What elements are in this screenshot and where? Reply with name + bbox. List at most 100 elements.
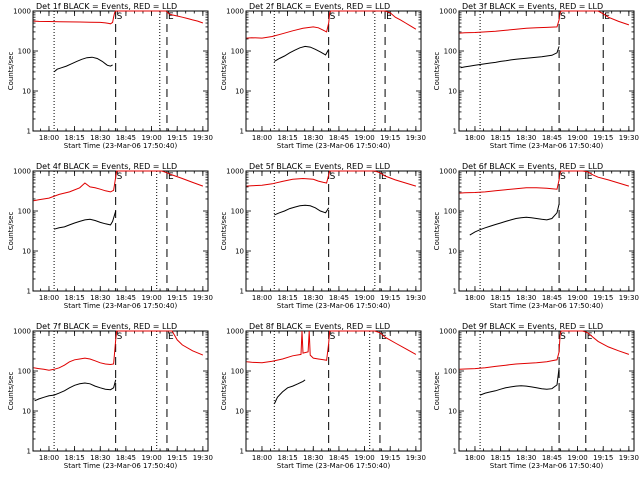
x-tick-label: 19:15 xyxy=(593,454,613,462)
x-tick-label: 18:30 xyxy=(516,294,536,302)
y-tick-label: 100 xyxy=(231,368,244,376)
y-tick-label: 100 xyxy=(444,208,457,216)
y-tick-label: 1 xyxy=(27,128,31,136)
x-axis-label: Start Time (23-Mar-06 17:50:40) xyxy=(277,142,391,150)
plot-frame xyxy=(32,10,209,132)
y-tick-label: 100 xyxy=(231,208,244,216)
x-tick-label: 19:00 xyxy=(354,134,374,142)
y-tick-label: 1000 xyxy=(226,168,244,176)
x-axis-label: Start Time (23-Mar-06 17:50:40) xyxy=(64,302,178,310)
x-tick-label: 19:15 xyxy=(380,294,400,302)
x-tick-label: 18:00 xyxy=(252,454,272,462)
y-tick-label: 1000 xyxy=(439,328,457,336)
y-tick-label: 10 xyxy=(235,408,244,416)
x-tick-label: 18:30 xyxy=(90,454,110,462)
plot-frame xyxy=(32,330,209,452)
events-series-line xyxy=(53,210,117,230)
lld-series-line xyxy=(459,10,630,34)
marker-flag-label: E xyxy=(587,332,593,342)
x-axis-label: Start Time (23-Mar-06 17:50:40) xyxy=(64,462,178,470)
marker-flag-label: S xyxy=(560,172,566,182)
y-tick-label: 10 xyxy=(448,408,457,416)
marker-flag-label: S xyxy=(330,172,336,182)
events-series-line xyxy=(469,203,560,236)
plot-frame xyxy=(458,170,635,292)
x-tick-label: 18:30 xyxy=(516,454,536,462)
detector-panel: Det 7f BLACK = Events, RED = LLD 1 10 100 10… xyxy=(7,322,213,470)
x-tick-label: 19:30 xyxy=(619,294,639,302)
x-tick-label: 18:45 xyxy=(542,294,562,302)
events-series-line xyxy=(53,56,113,73)
x-tick-label: 19:30 xyxy=(406,294,426,302)
y-tick-label: 1 xyxy=(27,448,31,456)
x-tick-label: 18:15 xyxy=(491,454,511,462)
x-tick-label: 18:45 xyxy=(329,454,349,462)
x-tick-label: 18:45 xyxy=(329,294,349,302)
x-tick-label: 18:30 xyxy=(516,134,536,142)
marker-flag-label: E xyxy=(381,172,387,182)
y-tick-label: 100 xyxy=(231,48,244,56)
marker-flag-label: E xyxy=(587,172,593,182)
y-tick-label: 100 xyxy=(18,208,31,216)
events-series-line xyxy=(274,45,330,62)
x-axis-label: Start Time (23-Mar-06 17:50:40) xyxy=(490,302,604,310)
panel-title: Det 3f BLACK = Events, RED = LLD xyxy=(462,2,603,11)
x-tick-label: 18:45 xyxy=(329,134,349,142)
y-tick-label: 10 xyxy=(235,248,244,256)
detector-panel: Det 1f BLACK = Events, RED = LLD 1 10 100 10… xyxy=(7,2,213,150)
panel-title: Det 5f BLACK = Events, RED = LLD xyxy=(249,162,390,171)
y-tick-label: 10 xyxy=(22,408,31,416)
y-tick-label: 1 xyxy=(453,448,457,456)
y-tick-label: 1000 xyxy=(439,168,457,176)
y-axis-label: Counts/sec xyxy=(433,212,441,251)
x-tick-label: 18:00 xyxy=(465,454,485,462)
x-tick-label: 19:15 xyxy=(380,454,400,462)
y-tick-label: 1000 xyxy=(13,328,31,336)
y-tick-label: 100 xyxy=(444,48,457,56)
y-tick-label: 1000 xyxy=(226,8,244,16)
x-tick-label: 18:15 xyxy=(278,134,298,142)
x-tick-label: 18:45 xyxy=(116,294,136,302)
x-tick-label: 19:15 xyxy=(380,134,400,142)
plot-frame xyxy=(245,170,422,292)
x-tick-label: 18:00 xyxy=(465,134,485,142)
detector-panel: Det 9f BLACK = Events, RED = LLD 1 10 100 10… xyxy=(433,322,639,470)
x-tick-label: 18:15 xyxy=(65,134,85,142)
y-tick-label: 1 xyxy=(27,288,31,296)
y-tick-label: 1000 xyxy=(439,8,457,16)
x-tick-label: 19:00 xyxy=(141,454,161,462)
plot-frame xyxy=(458,330,635,452)
x-tick-label: 19:00 xyxy=(567,454,587,462)
x-tick-label: 18:30 xyxy=(90,134,110,142)
y-tick-label: 10 xyxy=(22,248,31,256)
y-axis-label: Counts/sec xyxy=(220,212,228,251)
x-axis-label: Start Time (23-Mar-06 17:50:40) xyxy=(277,462,391,470)
marker-flag-label: E xyxy=(168,332,174,342)
x-axis-label: Start Time (23-Mar-06 17:50:40) xyxy=(64,142,178,150)
x-tick-label: 18:00 xyxy=(252,294,272,302)
x-tick-label: 19:30 xyxy=(406,454,426,462)
detector-panel: Det 6f BLACK = Events, RED = LLD 1 10 100 10… xyxy=(433,162,639,310)
x-axis-label: Start Time (23-Mar-06 17:50:40) xyxy=(490,142,604,150)
panel-title: Det 1f BLACK = Events, RED = LLD xyxy=(36,2,177,11)
x-tick-label: 19:15 xyxy=(593,294,613,302)
detector-panel: Det 4f BLACK = Events, RED = LLD 1 10 100 10… xyxy=(7,162,213,310)
marker-flag-label: S xyxy=(117,12,123,22)
marker-flag-label: S xyxy=(117,332,123,342)
detector-panel: Det 2f BLACK = Events, RED = LLD 1 10 100 10… xyxy=(220,2,426,150)
lld-series-line xyxy=(459,330,630,370)
plot-frame xyxy=(245,330,422,452)
marker-flag-label: S xyxy=(117,172,123,182)
x-tick-label: 19:00 xyxy=(354,454,374,462)
panel-title: Det 4f BLACK = Events, RED = LLD xyxy=(36,162,177,171)
panel-title: Det 8f BLACK = Events, RED = LLD xyxy=(249,322,390,331)
detector-panel: Det 3f BLACK = Events, RED = LLD 1 10 100 10… xyxy=(433,2,639,150)
events-series-line xyxy=(479,367,560,396)
y-tick-label: 1000 xyxy=(226,328,244,336)
x-tick-label: 19:15 xyxy=(593,134,613,142)
lld-series-line xyxy=(246,170,417,187)
y-tick-label: 100 xyxy=(18,368,31,376)
x-tick-label: 18:30 xyxy=(303,454,323,462)
x-tick-label: 18:00 xyxy=(39,454,59,462)
lld-series-line xyxy=(246,330,417,364)
